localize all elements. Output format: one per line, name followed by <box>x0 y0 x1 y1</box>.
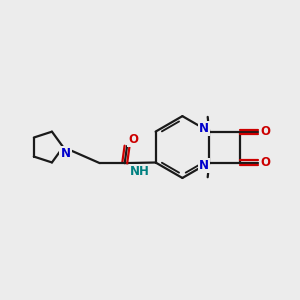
Text: N: N <box>199 159 209 172</box>
Text: NH: NH <box>130 165 150 178</box>
Text: N: N <box>61 147 70 160</box>
Text: N: N <box>199 122 209 135</box>
Text: O: O <box>260 156 270 169</box>
Text: O: O <box>260 156 270 169</box>
Text: O: O <box>128 133 138 146</box>
Text: O: O <box>128 133 138 146</box>
Text: O: O <box>260 125 270 138</box>
Text: N: N <box>199 159 209 172</box>
Text: O: O <box>260 125 270 138</box>
Text: N: N <box>199 122 209 135</box>
Text: NH: NH <box>130 165 150 178</box>
Text: N: N <box>61 147 70 160</box>
